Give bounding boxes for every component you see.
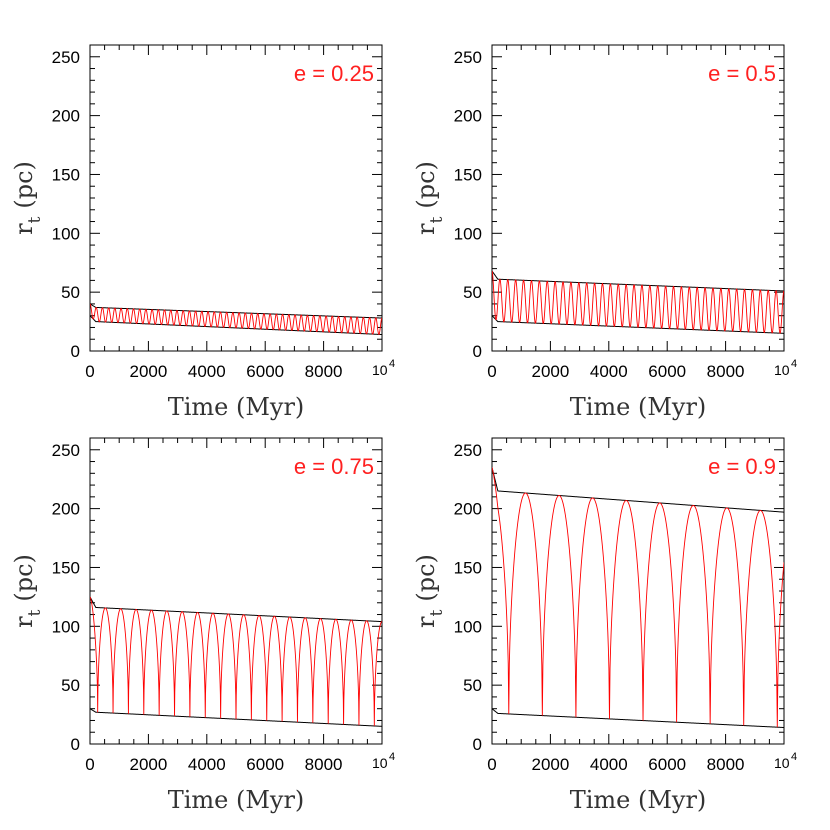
y-axis-title: rt(pc) (10, 161, 45, 235)
panel-top-left: 0 2000 4000 6000 8000 10 4 0 50 100 150 200 250 Time … (10, 44, 395, 421)
y-tick-label: 0 (71, 735, 80, 754)
x-tick-label: 4000 (590, 362, 628, 381)
y-tick-label: 200 (52, 107, 80, 126)
x-tick-label: 4000 (590, 755, 628, 774)
y-tick-label: 200 (454, 107, 482, 126)
x-tick-label: 8000 (707, 362, 745, 381)
x-tick-label: 6000 (246, 362, 284, 381)
x-tick-label: 8000 (305, 362, 343, 381)
x-tick-label: 2000 (129, 755, 167, 774)
eccentricity-label: e = 0.75 (294, 454, 374, 479)
x-tick-label: 0 (487, 362, 496, 381)
x-end-label-exp: 4 (389, 358, 395, 370)
x-tick-label: 8000 (305, 755, 343, 774)
y-tick-label: 50 (463, 676, 482, 695)
y-tick-label: 250 (454, 48, 482, 67)
x-tick-label: 6000 (246, 755, 284, 774)
y-tick-label: 100 (52, 224, 80, 243)
tick-marks (491, 44, 785, 352)
y-tick-label: 250 (52, 441, 80, 460)
upper-envelope-line (90, 596, 382, 623)
x-axis-title: Time (Myr) (168, 393, 305, 421)
plot-frame (491, 437, 785, 745)
tidal-radius-curve (492, 467, 784, 728)
y-tick-label: 50 (61, 283, 80, 302)
y-tick-label: 0 (473, 342, 482, 361)
x-tick-label: 4000 (188, 362, 226, 381)
x-tick-label: 2000 (531, 755, 569, 774)
x-end-label-base: 10 (774, 755, 790, 771)
x-end-label-base: 10 (774, 362, 790, 378)
y-axis-title: rt(pc) (412, 161, 447, 235)
x-tick-label: 4000 (188, 755, 226, 774)
y-tick-label: 150 (454, 165, 482, 184)
x-end-label-exp: 4 (791, 358, 797, 370)
tidal-radius-curve (90, 303, 382, 335)
x-tick-label: 0 (85, 362, 94, 381)
x-tick-label: 8000 (707, 755, 745, 774)
eccentricity-label: e = 0.5 (708, 61, 776, 86)
x-end-label-base: 10 (372, 755, 388, 771)
upper-envelope-line (492, 270, 784, 292)
x-tick-label: 6000 (648, 755, 686, 774)
x-axis-title: Time (Myr) (168, 786, 305, 814)
y-tick-label: 200 (52, 500, 80, 519)
tidal-radius-curve (90, 596, 382, 726)
plot-frame (491, 44, 785, 352)
y-tick-label: 100 (454, 617, 482, 636)
plot-frame (89, 44, 383, 352)
y-tick-label: 50 (463, 283, 482, 302)
x-end-label-exp: 4 (389, 751, 395, 763)
tick-marks (89, 44, 383, 352)
panel-bottom-left: 0 2000 4000 6000 8000 10 4 0 50 100 150 200 250 Time … (10, 437, 395, 814)
x-end-label-exp: 4 (791, 751, 797, 763)
lower-envelope-line (492, 708, 784, 729)
y-tick-label: 250 (454, 441, 482, 460)
tick-marks (491, 437, 785, 745)
y-tick-label: 150 (52, 165, 80, 184)
x-tick-label: 6000 (648, 362, 686, 381)
y-tick-label: 100 (52, 617, 80, 636)
x-axis-title: Time (Myr) (570, 786, 707, 814)
x-end-label-base: 10 (372, 362, 388, 378)
x-tick-label: 0 (85, 755, 94, 774)
eccentricity-label: e = 0.9 (708, 454, 776, 479)
x-axis-title: Time (Myr) (570, 393, 707, 421)
panel-top-right: 0 2000 4000 6000 8000 10 4 0 50 100 150 200 250 Time … (412, 44, 797, 421)
x-tick-label: 2000 (129, 362, 167, 381)
y-axis-title: rt(pc) (10, 554, 45, 628)
y-tick-label: 0 (473, 735, 482, 754)
eccentricity-label: e = 0.25 (294, 61, 374, 86)
y-tick-label: 0 (71, 342, 80, 361)
y-tick-label: 50 (61, 676, 80, 695)
y-tick-label: 150 (52, 558, 80, 577)
y-tick-label: 250 (52, 48, 80, 67)
upper-envelope-line (90, 303, 382, 319)
y-tick-label: 100 (454, 224, 482, 243)
y-tick-label: 200 (454, 500, 482, 519)
upper-envelope-line (492, 467, 784, 513)
y-tick-label: 150 (454, 558, 482, 577)
y-axis-title: rt(pc) (412, 554, 447, 628)
x-tick-label: 0 (487, 755, 496, 774)
x-tick-label: 2000 (531, 362, 569, 381)
panel-bottom-right: 0 2000 4000 6000 8000 10 4 0 50 100 150 200 250 Time … (412, 437, 797, 814)
tidal-radius-curve (492, 270, 784, 334)
